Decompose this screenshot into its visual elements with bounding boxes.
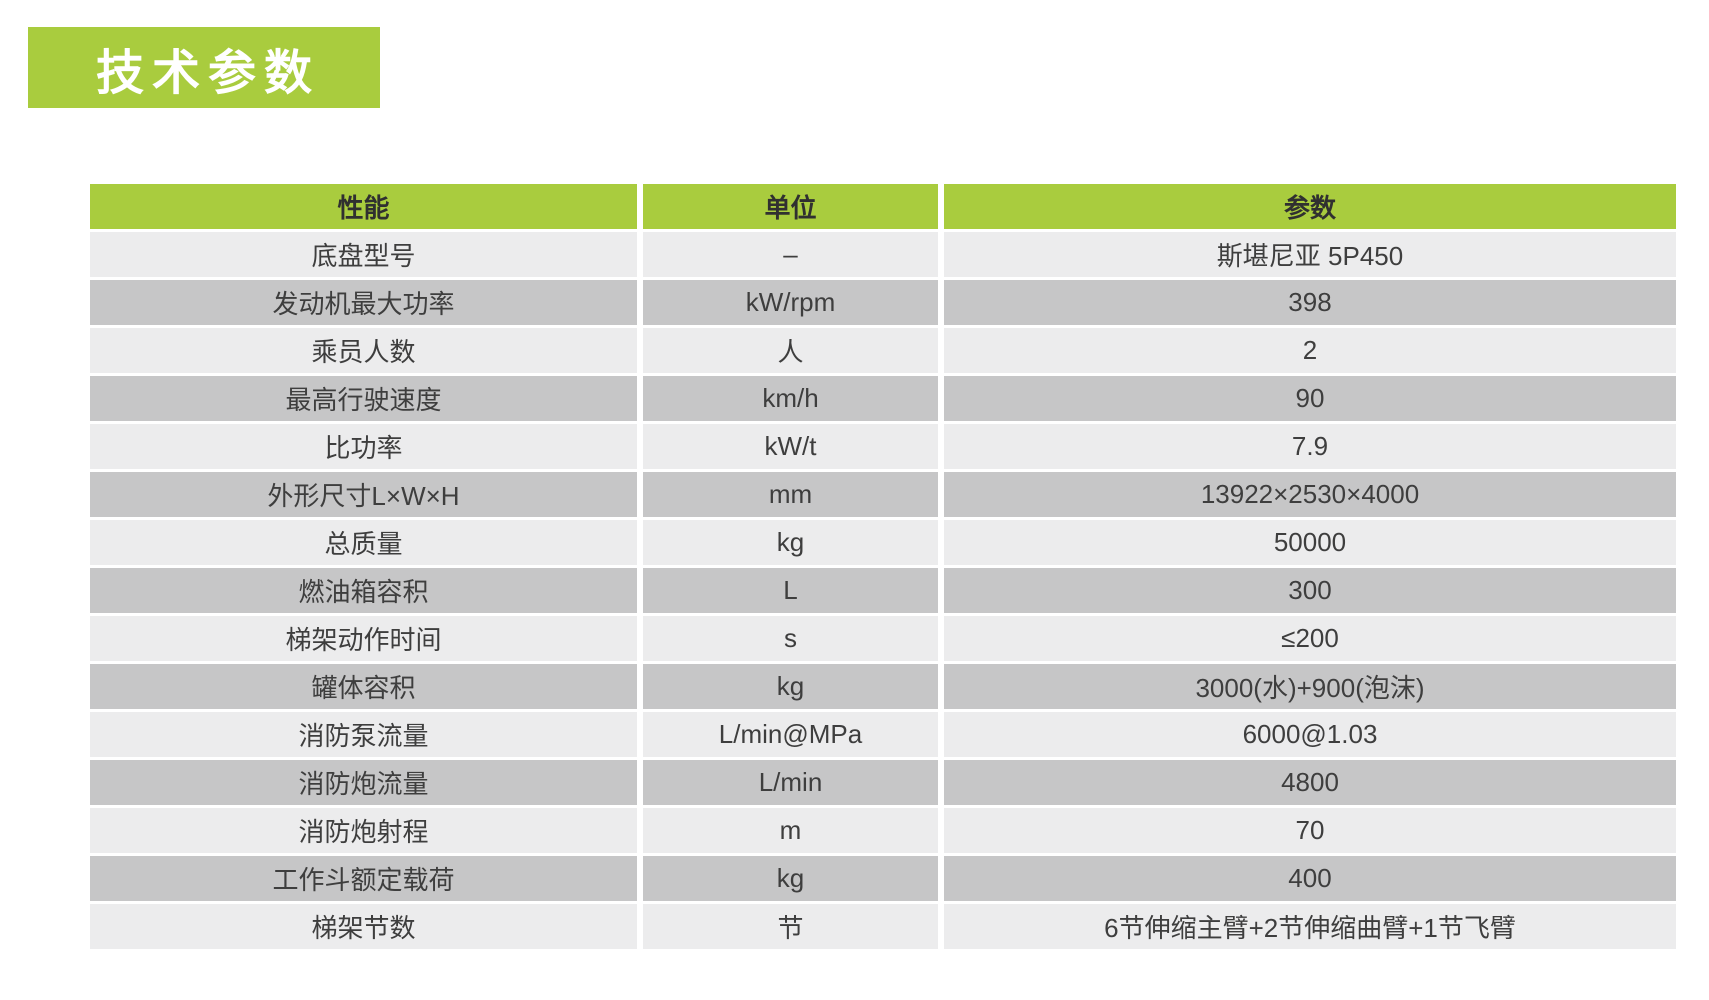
cell-name: 梯架节数 — [84, 901, 643, 952]
cell-unit: s — [637, 613, 944, 664]
column-header-unit: 单位 — [637, 181, 944, 232]
cell-value: 6节伸缩主臂+2节伸缩曲臂+1节飞臂 — [938, 901, 1682, 952]
page-title: 技术参数 — [95, 46, 320, 100]
cell-value: 7.9 — [938, 421, 1682, 472]
cell-unit: L — [637, 565, 944, 616]
table-row: 乘员人数人 2 — [84, 325, 1682, 376]
cell-name: 梯架动作时间 — [84, 613, 643, 664]
cell-unit: 人 — [637, 325, 944, 376]
cell-value: 13922×2530×4000 — [938, 469, 1682, 520]
cell-unit: mm — [637, 469, 944, 520]
cell-value: 2 — [938, 325, 1682, 376]
cell-name: 消防炮射程 — [84, 805, 643, 856]
table-row: 发动机最大功率 kW/rpm 398 — [84, 277, 1682, 328]
section-title-banner: 技术参数 — [28, 27, 380, 108]
cell-name: 燃油箱容积 — [84, 565, 643, 616]
cell-unit: L/min — [637, 757, 944, 808]
cell-value: 70 — [938, 805, 1682, 856]
spec-table-body: 底盘型号 – 斯堪尼亚 5P450 发动机最大功率 kW/rpm 398 乘员人数人 2 最高行… — [84, 229, 1682, 952]
cell-unit: kg — [637, 853, 944, 904]
cell-value: 6000@1.03 — [938, 709, 1682, 760]
cell-value: 50000 — [938, 517, 1682, 568]
table-row: 梯架动作时间 s ≤200 — [84, 613, 1682, 664]
cell-value: 3000(水)+900(泡沫) — [938, 661, 1682, 712]
cell-name: 消防炮流量 — [84, 757, 643, 808]
table-row: 梯架节数节 6节伸缩主臂+2节伸缩曲臂+1节飞臂 — [84, 901, 1682, 952]
cell-name: 总质量 — [84, 517, 643, 568]
table-row: 燃油箱容积 L 300 — [84, 565, 1682, 616]
table-row: 外形尺寸L×W×H mm 13922×2530×4000 — [84, 469, 1682, 520]
cell-value: 4800 — [938, 757, 1682, 808]
table-row: 罐体容积 kg 3000(水)+900(泡沫) — [84, 661, 1682, 712]
column-header-parameter: 参数 — [938, 181, 1682, 232]
cell-value: 90 — [938, 373, 1682, 424]
cell-unit: – — [637, 229, 944, 280]
cell-name: 外形尺寸L×W×H — [84, 469, 643, 520]
table-row: 最高行驶速度 km/h 90 — [84, 373, 1682, 424]
header-row: 性能 单位 参数 — [84, 181, 1682, 232]
table-row: 消防泵流量 L/min@MPa 6000@1.03 — [84, 709, 1682, 760]
table-row: 底盘型号 – 斯堪尼亚 5P450 — [84, 229, 1682, 280]
cell-value: 300 — [938, 565, 1682, 616]
cell-value: 400 — [938, 853, 1682, 904]
cell-name: 工作斗额定载荷 — [84, 853, 643, 904]
cell-name: 消防泵流量 — [84, 709, 643, 760]
table-row: 消防炮射程 m 70 — [84, 805, 1682, 856]
table-row: 消防炮流量 L/min 4800 — [84, 757, 1682, 808]
cell-value: 398 — [938, 277, 1682, 328]
table-row: 总质量 kg 50000 — [84, 517, 1682, 568]
cell-value: 斯堪尼亚 5P450 — [938, 229, 1682, 280]
spec-table-header: 性能 单位 参数 — [84, 181, 1682, 232]
cell-unit: kW/t — [637, 421, 944, 472]
cell-unit: 节 — [637, 901, 944, 952]
cell-name: 发动机最大功率 — [84, 277, 643, 328]
table-row: 工作斗额定载荷 kg 400 — [84, 853, 1682, 904]
cell-unit: km/h — [637, 373, 944, 424]
table-row: 比功率 kW/t 7.9 — [84, 421, 1682, 472]
cell-name: 最高行驶速度 — [84, 373, 643, 424]
cell-name: 乘员人数 — [84, 325, 643, 376]
cell-name: 比功率 — [84, 421, 643, 472]
cell-unit: L/min@MPa — [637, 709, 944, 760]
cell-name: 底盘型号 — [84, 229, 643, 280]
cell-name: 罐体容积 — [84, 661, 643, 712]
cell-unit: m — [637, 805, 944, 856]
column-header-performance: 性能 — [84, 181, 643, 232]
cell-unit: kW/rpm — [637, 277, 944, 328]
cell-unit: kg — [637, 661, 944, 712]
spec-table: 性能 单位 参数 底盘型号 – 斯堪尼亚 5P450 发动机最大功率 kW/rpm 398… — [84, 181, 1682, 952]
cell-value: ≤200 — [938, 613, 1682, 664]
cell-unit: kg — [637, 517, 944, 568]
